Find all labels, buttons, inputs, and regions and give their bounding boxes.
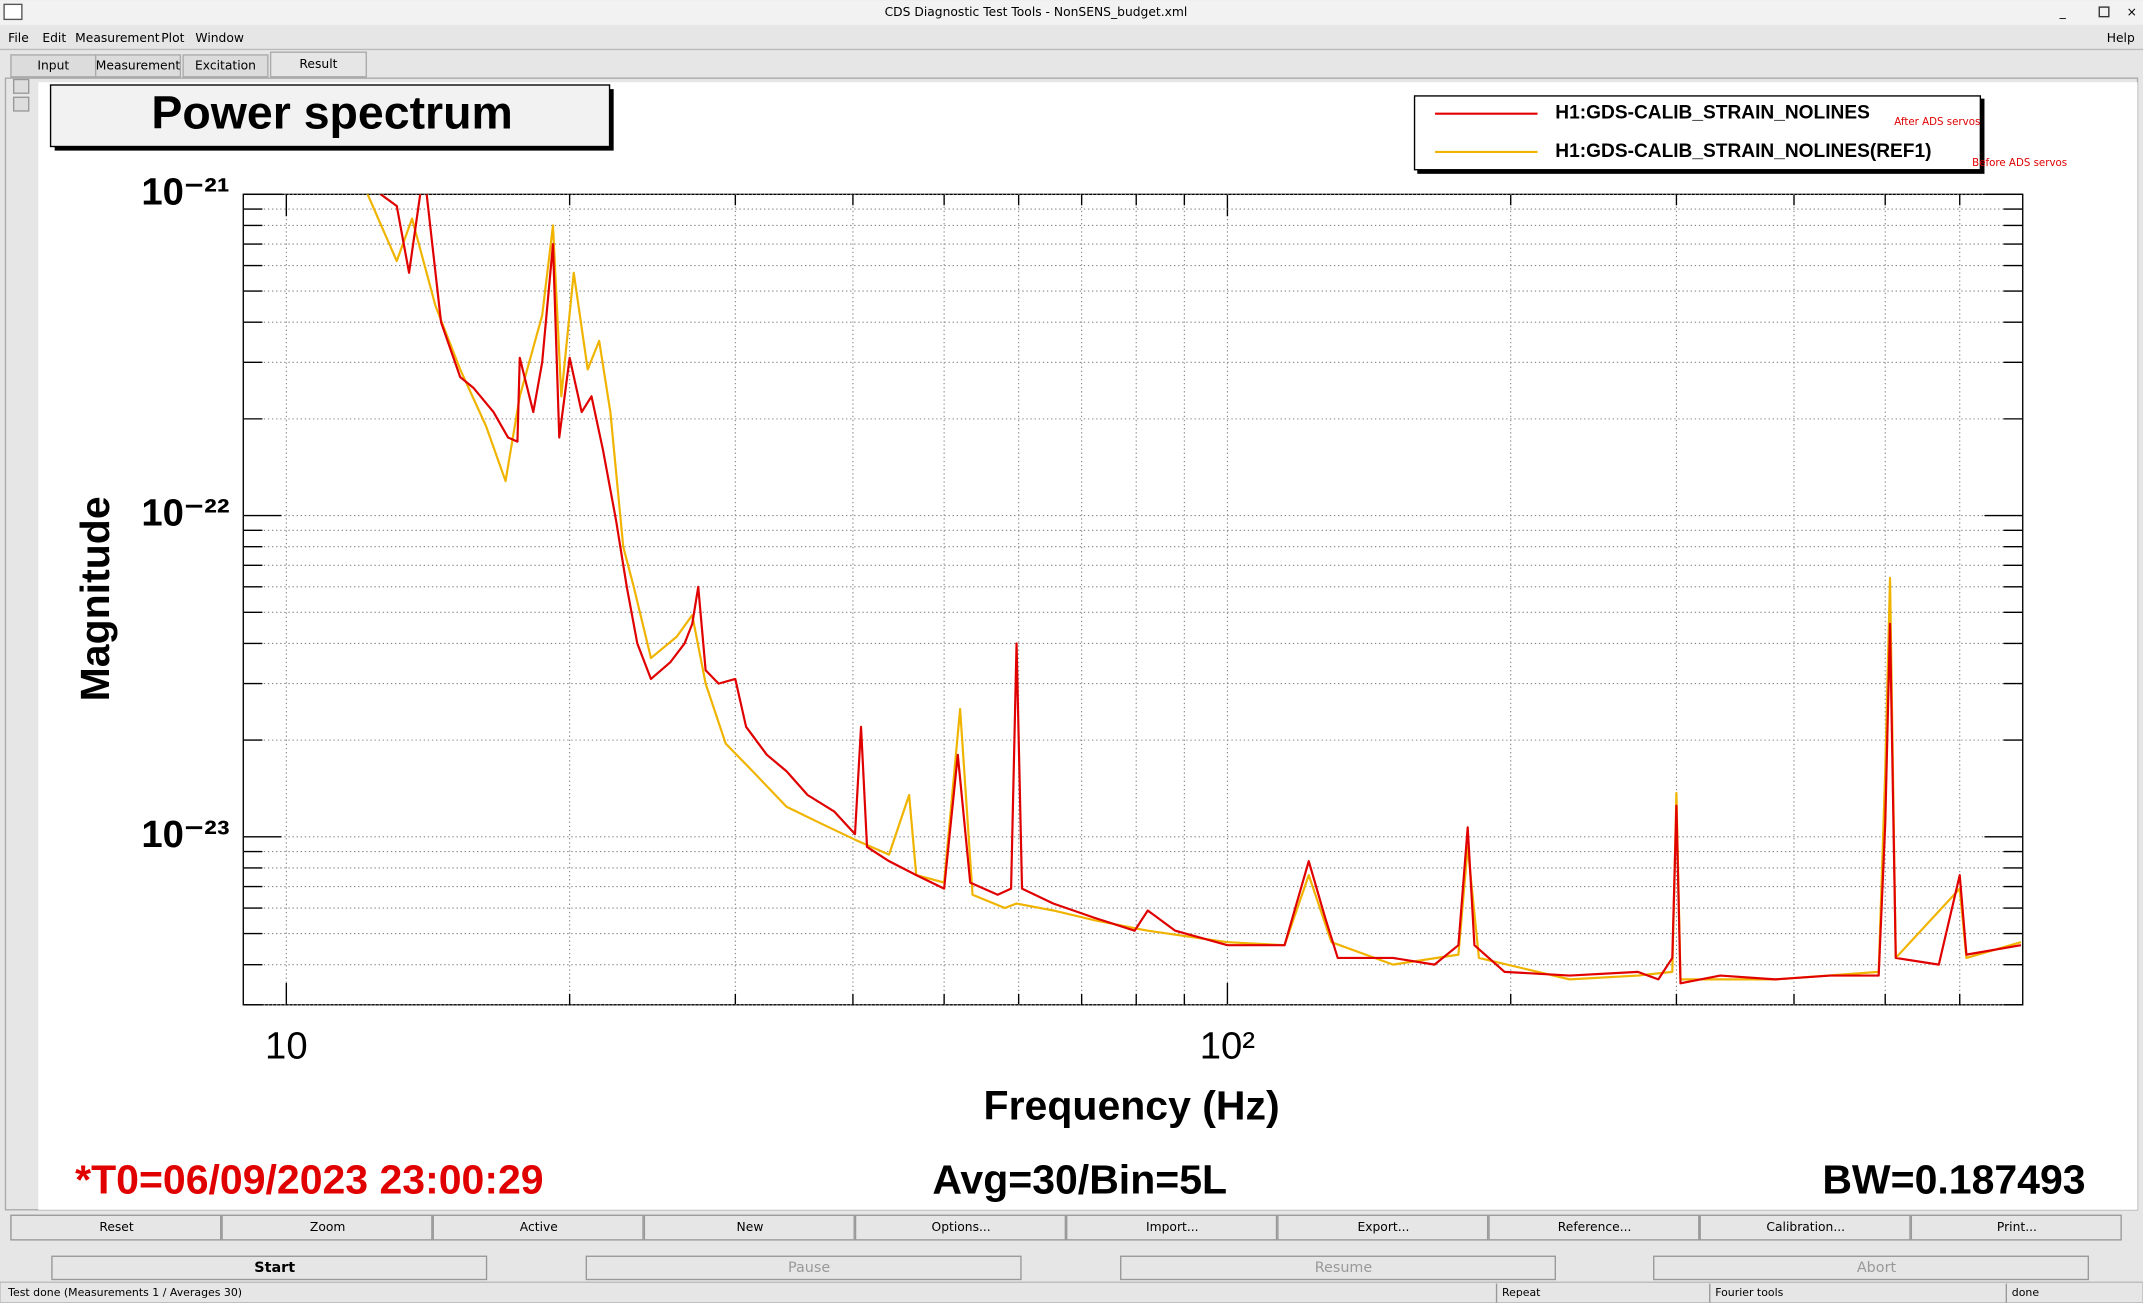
window-icon [3, 3, 23, 21]
status-text: Fourier tools [1715, 1286, 1783, 1299]
button[interactable] [10, 1214, 222, 1241]
close[interactable]: × [2127, 5, 2137, 19]
legend-label: H1:GDS-CALIB_STRAIN_NOLINES [1555, 103, 1870, 124]
status-text: Repeat [1502, 1286, 1541, 1299]
tab[interactable] [182, 54, 269, 78]
annotation: After ADS servos [1894, 116, 1980, 128]
button-label[interactable]: Options... [932, 1220, 991, 1234]
tab[interactable] [94, 54, 182, 78]
control-label[interactable]: Pause [788, 1260, 830, 1276]
button-label[interactable]: New [737, 1220, 764, 1234]
title-box [49, 84, 611, 148]
legend-box [1413, 95, 1982, 171]
button-label[interactable]: Active [520, 1220, 558, 1234]
button[interactable] [1277, 1214, 1489, 1241]
button[interactable] [221, 1214, 433, 1241]
button[interactable] [1488, 1214, 1700, 1241]
menu-item[interactable]: Plot [161, 31, 184, 45]
button-label[interactable]: Import... [1146, 1220, 1199, 1234]
button-label[interactable]: Print... [1997, 1220, 2037, 1234]
y-tick-label: 10⁻²³ [141, 813, 229, 856]
menu-item[interactable]: File [8, 31, 29, 45]
control-button[interactable] [1653, 1255, 2090, 1281]
plot-area [242, 193, 2024, 1006]
maximize[interactable] [2098, 6, 2110, 18]
button-label[interactable]: Reference... [1558, 1220, 1632, 1234]
control-button[interactable] [51, 1255, 488, 1281]
x-axis-label: Frequency (Hz) [984, 1082, 1280, 1128]
series-group [366, 194, 2022, 985]
scroll-down[interactable] [12, 96, 30, 112]
x-tick-label: 10 [265, 1025, 308, 1068]
avg-info: Avg=30/Bin=5L [932, 1156, 1227, 1202]
button[interactable] [1066, 1214, 1278, 1241]
y-tick-label: 10⁻²² [141, 492, 229, 535]
button[interactable] [643, 1214, 855, 1241]
button-label[interactable]: Calibration... [1766, 1220, 1845, 1234]
menu-help[interactable]: Help [2107, 31, 2135, 45]
control-button[interactable] [1120, 1255, 1556, 1281]
tab[interactable] [269, 51, 367, 78]
status-text: Test done (Measurements 1 / Averages 30) [7, 1286, 242, 1299]
tab-label[interactable]: Excitation [195, 58, 256, 72]
control-label[interactable]: Resume [1315, 1260, 1373, 1276]
window-title: CDS Diagnostic Test Tools - NonSENS_budg… [885, 5, 1188, 19]
menu-item[interactable]: Measurement [75, 31, 160, 45]
control-label[interactable]: Start [254, 1260, 295, 1276]
button[interactable] [432, 1214, 644, 1241]
series-line [379, 194, 2022, 985]
tab-label[interactable]: Measurement [96, 58, 181, 72]
y-tick-label: 10⁻²¹ [141, 170, 229, 213]
button-label[interactable]: Export... [1357, 1220, 1409, 1234]
titlebar [0, 0, 2143, 25]
button[interactable] [1910, 1214, 2122, 1241]
control-button[interactable] [585, 1255, 1022, 1281]
tab-label[interactable]: Result [299, 57, 337, 71]
button[interactable] [1699, 1214, 1911, 1241]
status-bar [0, 1281, 2143, 1303]
button-label[interactable]: Zoom [310, 1220, 345, 1234]
minimize[interactable]: _ [2059, 5, 2067, 19]
bw-info: BW=0.187493 [1822, 1156, 2085, 1202]
menu-item[interactable]: Window [195, 31, 244, 45]
menu-item[interactable]: Edit [42, 31, 66, 45]
x-tick-label: 10² [1200, 1025, 1256, 1068]
status-text: done [2012, 1286, 2040, 1299]
tab-label[interactable]: Input [37, 58, 69, 72]
control-label[interactable]: Abort [1857, 1260, 1897, 1276]
scroll-up[interactable] [12, 78, 30, 94]
annotation: Before ADS servos [1972, 157, 2067, 169]
t0-info: *T0=06/09/2023 23:00:29 [75, 1156, 543, 1202]
chart-title: Power spectrum [151, 87, 512, 139]
button-label[interactable]: Reset [99, 1220, 134, 1234]
legend-label: H1:GDS-CALIB_STRAIN_NOLINES(REF1) [1555, 141, 1931, 162]
button[interactable] [854, 1214, 1067, 1241]
y-axis-label: Magnitude [72, 496, 118, 701]
